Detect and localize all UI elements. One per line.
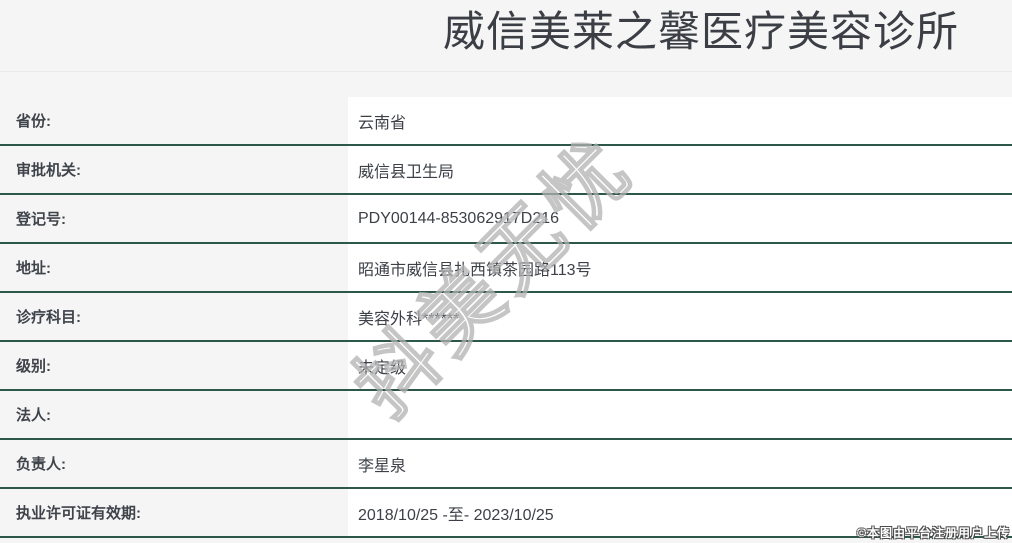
row-value: 李星泉	[348, 440, 1012, 487]
row-value	[348, 391, 1012, 438]
row-value: 威信县卫生局	[348, 146, 1012, 193]
row-label: 诊疗科目:	[0, 293, 348, 340]
info-table: 省份: 云南省 审批机关: 威信县卫生局 登记号: PDY00144-85306…	[0, 97, 1012, 538]
row-label: 法人:	[0, 391, 348, 438]
credit-badge: ©本图由平台注册用户上传	[857, 526, 1010, 540]
table-row: 法人:	[0, 391, 1012, 440]
row-label: 登记号:	[0, 195, 348, 242]
row-label: 地址:	[0, 244, 348, 291]
row-value: 未定级	[348, 342, 1012, 389]
row-value: 美容外科******	[348, 293, 1012, 340]
row-label: 省份:	[0, 97, 348, 144]
table-row: 省份: 云南省	[0, 97, 1012, 146]
table-row: 审批机关: 威信县卫生局	[0, 146, 1012, 195]
row-label: 负责人:	[0, 440, 348, 487]
row-label: 审批机关:	[0, 146, 348, 193]
table-row: 诊疗科目: 美容外科******	[0, 293, 1012, 342]
row-label: 执业许可证有效期:	[0, 489, 348, 536]
table-row: 级别: 未定级	[0, 342, 1012, 391]
page-title: 威信美莱之馨医疗美容诊所	[442, 8, 959, 55]
row-value: 昭通市威信县扎西镇茶园路113号	[348, 244, 1012, 291]
table-row: 地址: 昭通市威信县扎西镇茶园路113号	[0, 244, 1012, 293]
page-header: 威信美莱之馨医疗美容诊所	[0, 0, 1012, 72]
row-value: PDY00144-853062917D216	[348, 195, 1012, 242]
table-row: 登记号: PDY00144-853062917D216	[0, 195, 1012, 244]
table-row: 执业许可证有效期: 2018/10/25 -至- 2023/10/25	[0, 489, 1012, 538]
row-value: 2018/10/25 -至- 2023/10/25	[348, 489, 1012, 536]
table-row: 负责人: 李星泉	[0, 440, 1012, 489]
row-value: 云南省	[348, 97, 1012, 144]
row-label: 级别:	[0, 342, 348, 389]
